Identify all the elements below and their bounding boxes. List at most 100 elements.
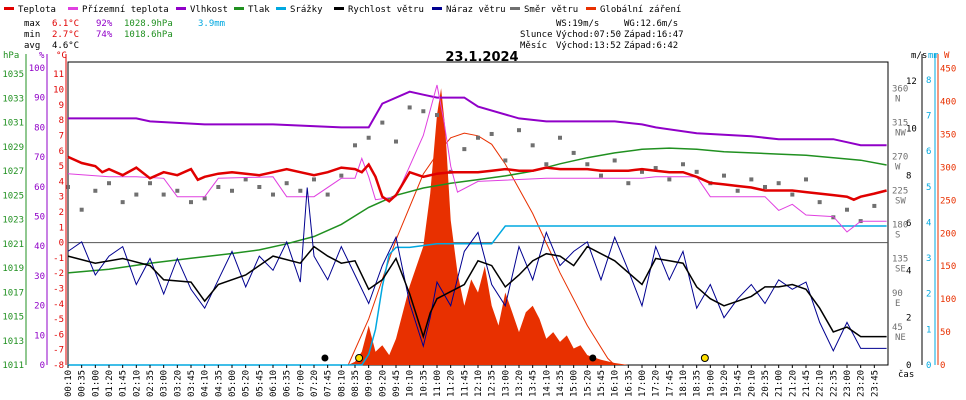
tick-degc: -8: [53, 361, 64, 371]
wind-dir-dot: [243, 177, 248, 182]
tick-w: 450: [940, 65, 956, 75]
wind-dir-dot: [312, 177, 316, 182]
wind-dir-dot: [257, 184, 262, 189]
legend-swatch: [334, 7, 344, 10]
tick-hpa: 1023: [2, 216, 24, 226]
tick-hpa: 1033: [2, 94, 24, 104]
tick-dir-deg: 225: [892, 187, 908, 197]
x-tick-label: 22:35: [829, 370, 839, 397]
x-tick-label: 00:35: [78, 370, 88, 397]
legend-label: Tlak: [248, 5, 270, 15]
plot-area: [66, 61, 889, 366]
wind-speed-line: [67, 245, 887, 340]
moonrise-marker: [589, 354, 597, 362]
wind-dir-dot: [681, 162, 685, 167]
x-tick-label: 00:10: [64, 370, 74, 397]
stats-max-label: max: [24, 19, 41, 29]
tick-hpa: 1011: [2, 361, 24, 371]
x-tick-label: 07:45: [324, 370, 334, 397]
wind-dir-dot: [394, 139, 398, 144]
wind-dir-dot: [763, 184, 767, 189]
x-tick-label: 21:45: [802, 370, 812, 397]
tick-dir-label: N: [895, 94, 900, 104]
x-tick-label: 03:00: [160, 370, 170, 397]
wind-dir-dot: [530, 143, 535, 148]
wind-dir-dot: [476, 135, 480, 140]
info-sunrise: Východ:07:50: [556, 30, 621, 40]
wind-dir-dot: [872, 203, 877, 208]
tick-ms: 2: [906, 314, 911, 324]
tick-dir-label: SE: [895, 265, 906, 275]
tick-pct: 0: [40, 361, 45, 371]
wind-dir-dot: [216, 184, 221, 189]
tick-pct: 70: [34, 153, 45, 163]
temperature-line: [67, 155, 887, 203]
wind-dir-dot: [640, 169, 644, 174]
wind-dir-dot: [435, 113, 439, 118]
wind-dir-dot: [230, 188, 234, 193]
x-tick-label: 16:10: [611, 370, 621, 397]
tick-mm: 4: [926, 218, 931, 228]
info-moonset: Západ:6:42: [624, 41, 678, 51]
tick-mm: 2: [926, 290, 931, 300]
tick-degc: 11: [53, 70, 64, 80]
tick-pct: 100: [29, 64, 45, 74]
tick-dir-deg: 135: [892, 255, 908, 265]
radiation-area: [348, 88, 629, 366]
tick-dir-label: W: [895, 162, 901, 172]
tick-mm: 7: [926, 111, 931, 121]
sunset-marker: [700, 354, 709, 362]
x-tick-label: 15:00: [570, 370, 580, 397]
tick-dir-label: NE: [895, 333, 906, 343]
wind-dir-dot: [626, 181, 631, 186]
legend-swatch: [234, 7, 244, 10]
wind-dir-dot: [421, 109, 426, 114]
x-tick-label: 04:10: [201, 370, 211, 397]
tick-degc: -3: [53, 284, 64, 294]
unit-hpa: hPa: [3, 51, 19, 61]
x-tick-label: 18:35: [693, 370, 703, 397]
info-moon-label: Měsíc: [520, 41, 547, 51]
sunrise-marker: [355, 354, 364, 362]
legend-label: Přízemní teplota: [82, 5, 169, 15]
humidity-line: [68, 90, 887, 147]
legend: Teplota Přízemní teplota Vlhkost Tlak Srážky…: [4, 5, 681, 15]
x-tick-label: 19:45: [734, 370, 744, 397]
stats-min-hum: 74%: [96, 30, 113, 40]
x-tick-label: 03:20: [173, 370, 183, 397]
tick-dir-deg: 90: [892, 289, 903, 299]
wind-dir-dot: [271, 192, 275, 197]
x-tick-label: 22:10: [816, 370, 826, 397]
tick-hpa: 1019: [2, 264, 24, 274]
axes: 1011101310151017101910211023102510271029…: [2, 54, 956, 397]
stats-min-label: min: [24, 30, 40, 40]
stats-max-press: 1028.9hPa: [124, 19, 173, 29]
tick-degc: 0: [59, 239, 64, 249]
wind-dir-dot: [599, 173, 603, 178]
wind-dir-dot: [790, 192, 795, 197]
x-tick-label: 05:00: [228, 370, 238, 397]
x-tick-label: 06:10: [269, 370, 279, 397]
x-tick-label: 05:45: [255, 370, 265, 397]
x-tick-label: 05:20: [242, 370, 252, 397]
wind-dir-dot: [612, 158, 617, 163]
wind-dir-dot: [66, 184, 70, 189]
x-tick-label: 17:45: [665, 370, 675, 397]
wind-dir-dot: [353, 143, 357, 148]
wind-dir-dot: [161, 192, 166, 197]
x-tick-label: 18:10: [679, 370, 689, 397]
wind-dir-dot: [325, 192, 330, 197]
tick-mm: 6: [926, 147, 931, 157]
info-wg: WG:12.6m/s: [624, 19, 678, 29]
legend-label: Směr větru: [524, 5, 578, 15]
tick-hpa: 1021: [2, 240, 24, 250]
wind-dir-dot: [407, 105, 412, 110]
tick-degc: -5: [53, 315, 64, 325]
info-sunset: Západ:16:47: [624, 30, 684, 40]
tick-degc: 1: [59, 223, 64, 233]
wind-dir-dot: [722, 173, 726, 178]
tick-dir-deg: 180: [892, 221, 908, 231]
wind-dir-dot: [585, 162, 590, 167]
stats-max-temp: 6.1°C: [52, 19, 79, 29]
x-tick-label: 15:20: [583, 370, 593, 397]
